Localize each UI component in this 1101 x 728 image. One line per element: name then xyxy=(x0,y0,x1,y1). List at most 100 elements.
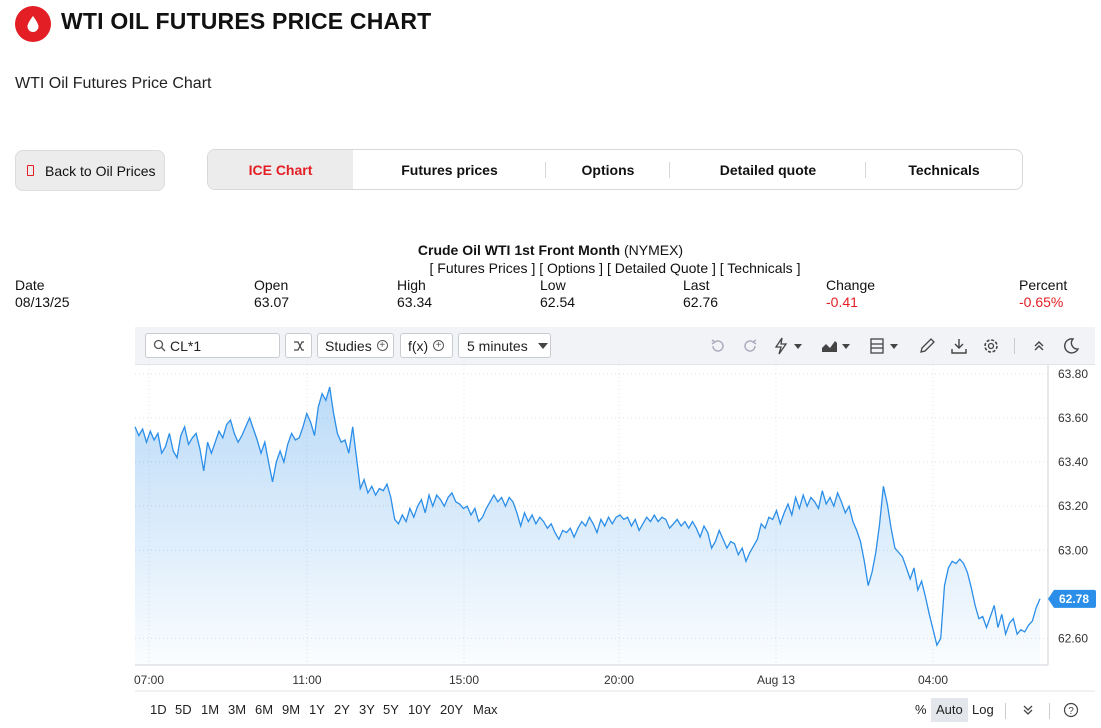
instrument-exchange: (NYMEX) xyxy=(623,242,684,258)
tab-options[interactable]: Options xyxy=(546,150,670,189)
layout-icon[interactable] xyxy=(869,337,903,355)
oil-drop-icon xyxy=(15,6,51,42)
chart-tabs: ICE Chart Futures prices Options Detaile… xyxy=(207,149,1023,190)
quote-value: 62.76 xyxy=(683,294,719,310)
range-divider xyxy=(1005,703,1006,719)
page-title: WTI OIL FUTURES PRICE CHART xyxy=(61,8,432,34)
page-subtitle: WTI Oil Futures Price Chart xyxy=(15,75,212,92)
symbol-input[interactable] xyxy=(166,337,266,354)
back-to-oil-prices-button[interactable]: Back to Oil Prices xyxy=(15,150,165,191)
range-1y[interactable]: 1Y xyxy=(309,702,325,717)
y-tick-label: 63.80 xyxy=(1058,367,1088,381)
draw-icon[interactable] xyxy=(918,337,936,355)
price-area xyxy=(135,387,1040,665)
chart-toolbar: Studies + f(x) + 5 minutes xyxy=(135,327,1095,365)
range-20y[interactable]: 20Y xyxy=(440,702,464,717)
quote-value: -0.41 xyxy=(826,294,858,310)
tab-label: Detailed quote xyxy=(719,161,817,178)
range-6m[interactable]: 6M xyxy=(255,702,274,717)
chevron-down-icon xyxy=(537,342,548,349)
tab-label: Futures prices xyxy=(401,161,498,178)
theme-icon[interactable] xyxy=(1062,337,1080,355)
collapse-icon[interactable] xyxy=(1030,337,1048,355)
tab-technicals[interactable]: Technicals xyxy=(866,150,1022,189)
range-max[interactable]: Max xyxy=(473,702,498,717)
download-icon[interactable] xyxy=(950,337,968,355)
link-technicals[interactable]: [ Technicals ] xyxy=(719,260,801,276)
instrument-title: Crude Oil WTI 1st Front Month (NYMEX) xyxy=(0,242,1101,258)
interval-label: 5 minutes xyxy=(467,337,528,354)
chart-type-icon[interactable] xyxy=(821,337,855,355)
toolbar-divider xyxy=(1014,338,1015,354)
x-tick-label: Aug 13 xyxy=(757,673,795,687)
quote-label: Low xyxy=(540,277,566,293)
interval-select[interactable]: 5 minutes xyxy=(458,333,551,358)
quote-links: [ Futures Prices ] [ Options ] [ Detaile… xyxy=(0,260,1101,276)
x-tick-label: 07:00 xyxy=(134,673,164,687)
quote-label: Last xyxy=(683,277,710,293)
studies-button[interactable]: Studies + xyxy=(317,333,394,358)
add-icon: + xyxy=(376,340,388,351)
add-icon: + xyxy=(433,340,445,351)
tab-detailed-quote[interactable]: Detailed quote xyxy=(670,150,866,189)
price-line xyxy=(134,386,1041,647)
quote-percent: Percent -0.65% xyxy=(1019,277,1067,311)
y-tick-label: 63.20 xyxy=(1058,499,1088,513)
y-tick-label: 63.40 xyxy=(1058,455,1088,469)
quote-label: Date xyxy=(15,277,45,293)
quote-label: Percent xyxy=(1019,277,1068,293)
x-axis: 07:00 11:00 15:00 20:00 Aug 13 04:00 xyxy=(134,673,948,687)
range-2y[interactable]: 2Y xyxy=(334,702,350,717)
quote-label: Change xyxy=(826,277,876,293)
last-price-label: 62.78 xyxy=(1059,592,1089,606)
quote-label: Open xyxy=(254,277,289,293)
compare-icon xyxy=(293,340,304,351)
chevron-down-icon[interactable] xyxy=(1021,703,1035,717)
symbol-search[interactable] xyxy=(145,333,280,358)
range-3m[interactable]: 3M xyxy=(228,702,247,717)
quote-label: High xyxy=(397,277,426,293)
events-icon[interactable] xyxy=(773,337,807,355)
x-tick-label: 15:00 xyxy=(449,673,479,687)
studies-label: Studies xyxy=(325,337,372,354)
percent-scale-button[interactable]: % xyxy=(915,702,927,717)
range-9m[interactable]: 9M xyxy=(282,702,301,717)
tab-label: ICE Chart xyxy=(248,161,313,178)
x-tick-label: 20:00 xyxy=(604,673,634,687)
quote-high: High 63.34 xyxy=(397,277,432,311)
x-tick-label: 04:00 xyxy=(918,673,948,687)
auto-scale-button[interactable]: Auto xyxy=(936,702,963,717)
compare-button[interactable] xyxy=(285,333,312,358)
quote-value: 63.34 xyxy=(397,294,433,310)
back-icon xyxy=(27,165,34,176)
range-10y[interactable]: 10Y xyxy=(408,702,432,717)
help-icon[interactable]: ? xyxy=(1063,702,1079,718)
undo-icon[interactable] xyxy=(709,337,727,355)
quote-last: Last 62.76 xyxy=(683,277,718,311)
functions-label: f(x) xyxy=(408,337,429,354)
link-options[interactable]: [ Options ] xyxy=(539,260,604,276)
tab-label: Technicals xyxy=(908,161,980,178)
range-5y[interactable]: 5Y xyxy=(383,702,399,717)
range-3y[interactable]: 3Y xyxy=(359,702,375,717)
quote-value: 08/13/25 xyxy=(15,294,70,310)
instrument-name: Crude Oil WTI 1st Front Month xyxy=(417,242,621,258)
link-detailed-quote[interactable]: [ Detailed Quote ] xyxy=(606,260,716,276)
last-price-marker: 62.78 xyxy=(1048,589,1096,608)
y-tick-label: 62.60 xyxy=(1058,632,1088,646)
back-button-label: Back to Oil Prices xyxy=(45,162,156,179)
redo-icon[interactable] xyxy=(741,337,759,355)
range-1d[interactable]: 1D xyxy=(150,702,167,717)
quote-change: Change -0.41 xyxy=(826,277,875,311)
tab-futures-prices[interactable]: Futures prices xyxy=(353,150,546,189)
tab-ice-chart[interactable]: ICE Chart xyxy=(208,150,353,189)
quote-open: Open 63.07 xyxy=(254,277,289,311)
y-tick-label: 63.60 xyxy=(1058,411,1088,425)
gear-icon[interactable] xyxy=(982,337,1000,355)
link-futures-prices[interactable]: [ Futures Prices ] xyxy=(429,260,536,276)
functions-button[interactable]: f(x) + xyxy=(400,333,453,358)
range-1m[interactable]: 1M xyxy=(201,702,220,717)
log-scale-button[interactable]: Log xyxy=(972,702,994,717)
range-5d[interactable]: 5D xyxy=(175,702,192,717)
